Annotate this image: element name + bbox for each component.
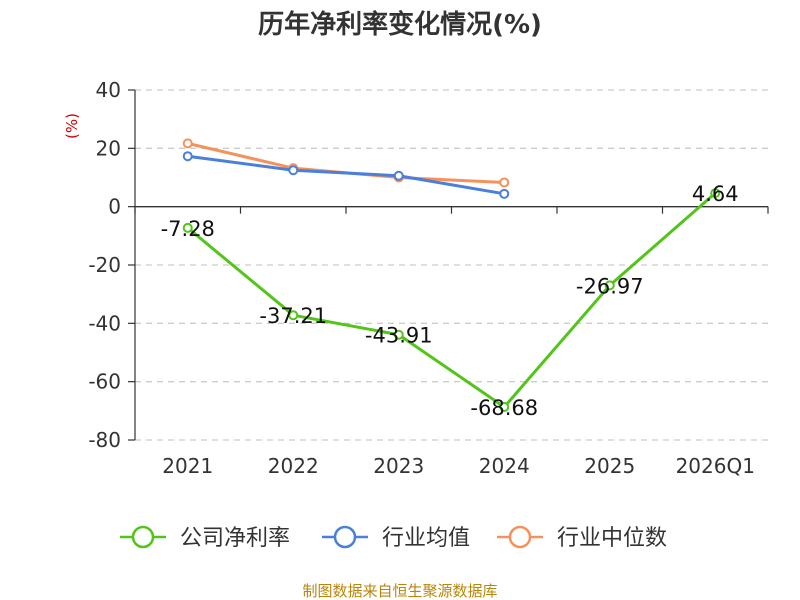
grid-lines xyxy=(135,89,768,441)
data-point xyxy=(182,138,193,149)
x-tick-label: 2023 xyxy=(373,454,424,478)
x-tick-label: 2025 xyxy=(584,454,635,478)
data-point xyxy=(499,177,510,188)
legend-label: 行业均值 xyxy=(382,526,470,551)
x-tick-label: 2022 xyxy=(268,454,319,478)
data-point xyxy=(182,222,193,233)
source-note: 制图数据来自恒生聚源数据库 xyxy=(302,582,497,600)
y-tick-label: -60 xyxy=(88,370,121,394)
x-tick-labels: 2021 2022 2023 2024 2025 2026Q1 xyxy=(162,454,755,478)
data-point xyxy=(393,329,404,340)
y-tick-labels: 40 20 0 -20 -40 -60 -80 xyxy=(88,78,121,452)
x-tick-label: 2021 xyxy=(162,454,213,478)
y-tick-label: 40 xyxy=(96,78,121,102)
series-lines xyxy=(182,138,721,412)
y-tick-label: -80 xyxy=(88,428,121,452)
data-label: -43.91 xyxy=(365,324,433,348)
legend-label: 公司净利率 xyxy=(180,526,290,551)
data-point xyxy=(499,401,510,412)
data-point xyxy=(604,280,615,291)
axes xyxy=(128,89,769,441)
data-point xyxy=(499,188,510,199)
series-line xyxy=(186,192,717,409)
data-label: -7.28 xyxy=(161,217,215,241)
series-line xyxy=(187,154,505,196)
legend-marker xyxy=(131,525,155,549)
y-tick-label: -40 xyxy=(88,311,121,335)
y-tick-label: 20 xyxy=(96,136,121,160)
legend-marker xyxy=(508,525,532,549)
data-point xyxy=(182,151,193,162)
x-tick-label: 2026Q1 xyxy=(676,454,755,478)
data-point xyxy=(288,165,299,176)
y-axis-unit-label: (%) xyxy=(63,113,81,139)
data-point xyxy=(710,188,721,199)
data-label: -37.21 xyxy=(259,304,327,328)
legend-label: 行业中位数 xyxy=(557,526,667,551)
legend-marker xyxy=(333,525,357,549)
data-point xyxy=(393,170,404,181)
data-label: -68.68 xyxy=(470,396,538,420)
chart-title: 历年净利率变化情况(%) xyxy=(258,9,542,40)
data-label: 4.64 xyxy=(692,182,739,206)
x-tick-label: 2024 xyxy=(479,454,530,478)
data-labels: -7.28 -37.21 -43.91 -68.68 -26.97 4.64 xyxy=(161,182,739,420)
data-point xyxy=(288,310,299,321)
y-tick-label: -20 xyxy=(88,253,121,277)
legend: 公司净利率 行业均值 行业中位数 xyxy=(120,525,667,551)
data-label: -26.97 xyxy=(576,274,644,298)
y-tick-label: 0 xyxy=(108,195,121,219)
